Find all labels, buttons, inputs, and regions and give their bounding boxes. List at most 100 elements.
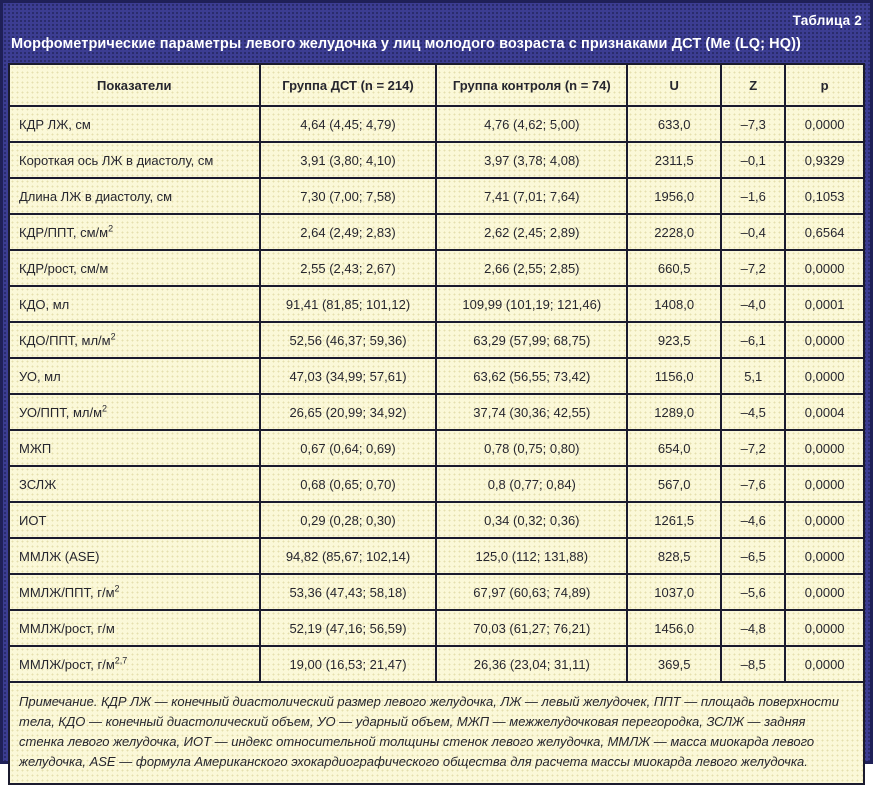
z-cell: –7,2 bbox=[720, 429, 787, 467]
table-row: ЗСЛЖ 0,68 (0,65; 0,70) 0,8 (0,77; 0,84) … bbox=[8, 465, 865, 503]
p-cell: 0,0000 bbox=[784, 537, 865, 575]
row-label-superscript: 2 bbox=[110, 331, 116, 342]
p-cell: 0,0000 bbox=[784, 645, 865, 683]
z-cell: –4,5 bbox=[720, 393, 787, 431]
z-cell: –6,1 bbox=[720, 321, 787, 359]
control-group-cell: 4,76 (4,62; 5,00) bbox=[435, 105, 629, 143]
dst-group-cell: 52,56 (46,37; 59,36) bbox=[258, 321, 438, 359]
row-label-cell: ЗСЛЖ bbox=[8, 465, 261, 503]
table-row: КДР/рост, см/м 2,55 (2,43; 2,67) 2,66 (2… bbox=[8, 249, 865, 287]
table-row: ММЛЖ (ASE) 94,82 (85,67; 102,14) 125,0 (… bbox=[8, 537, 865, 575]
z-cell: –7,6 bbox=[720, 465, 787, 503]
dst-group-cell: 3,91 (3,80; 4,10) bbox=[258, 141, 438, 179]
p-cell: 0,9329 bbox=[784, 141, 865, 179]
u-cell: 1289,0 bbox=[626, 393, 723, 431]
u-cell: 654,0 bbox=[626, 429, 723, 467]
control-group-cell: 2,62 (2,45; 2,89) bbox=[435, 213, 629, 251]
control-group-cell: 37,74 (30,36; 42,55) bbox=[435, 393, 629, 431]
u-cell: 1408,0 bbox=[626, 285, 723, 323]
z-cell: –5,6 bbox=[720, 573, 787, 611]
u-cell: 1456,0 bbox=[626, 609, 723, 647]
p-cell: 0,0000 bbox=[784, 609, 865, 647]
dst-group-cell: 52,19 (47,16; 56,59) bbox=[258, 609, 438, 647]
table-row: КДР/ППТ, см/м2 2,64 (2,49; 2,83) 2,62 (2… bbox=[8, 213, 865, 251]
row-label: КДР/рост, см/м bbox=[19, 260, 109, 276]
z-cell: –0,4 bbox=[720, 213, 787, 251]
dst-group-cell: 4,64 (4,45; 4,79) bbox=[258, 105, 438, 143]
dst-group-cell: 0,68 (0,65; 0,70) bbox=[258, 465, 438, 503]
z-cell: –7,2 bbox=[720, 249, 787, 287]
u-cell: 1156,0 bbox=[626, 357, 723, 395]
table-row: КДО/ППТ, мл/м2 52,56 (46,37; 59,36) 63,2… bbox=[8, 321, 865, 359]
dst-group-cell: 7,30 (7,00; 7,58) bbox=[258, 177, 438, 215]
control-group-cell: 70,03 (61,27; 76,21) bbox=[435, 609, 629, 647]
dst-group-cell: 2,55 (2,43; 2,67) bbox=[258, 249, 438, 287]
dst-group-cell: 0,67 (0,64; 0,69) bbox=[258, 429, 438, 467]
control-group-cell: 0,78 (0,75; 0,80) bbox=[435, 429, 629, 467]
row-label: Короткая ось ЛЖ в диастолу, см bbox=[19, 152, 214, 168]
dst-group-cell: 91,41 (81,85; 101,12) bbox=[258, 285, 438, 323]
table-title: Морфометрические параметры левого желудо… bbox=[11, 36, 801, 52]
control-group-cell: 0,34 (0,32; 0,36) bbox=[435, 501, 629, 539]
row-label: ММЛЖ (ASE) bbox=[19, 548, 100, 564]
u-cell: 660,5 bbox=[626, 249, 723, 287]
row-label-cell: КДО/ППТ, мл/м2 bbox=[8, 321, 261, 359]
p-cell: 0,6564 bbox=[784, 213, 865, 251]
row-label-cell: Длина ЛЖ в диастолу, см bbox=[8, 177, 261, 215]
table-header-row: Показатели Группа ДСТ (n = 214) Группа к… bbox=[8, 63, 865, 107]
u-cell: 633,0 bbox=[626, 105, 723, 143]
row-label-cell: КДР/ППТ, см/м2 bbox=[8, 213, 261, 251]
row-label-superscript: 2 bbox=[102, 403, 108, 414]
col-header-u: U bbox=[626, 63, 723, 107]
row-label: ИОТ bbox=[19, 512, 47, 528]
row-label: ММЛЖ/ППТ, г/м bbox=[19, 584, 115, 600]
row-label-cell: ММЛЖ (ASE) bbox=[8, 537, 261, 575]
control-group-cell: 67,97 (60,63; 74,89) bbox=[435, 573, 629, 611]
table-row: ИОТ 0,29 (0,28; 0,30) 0,34 (0,32; 0,36) … bbox=[8, 501, 865, 539]
table-row: ММЛЖ/рост, г/м 52,19 (47,16; 56,59) 70,0… bbox=[8, 609, 865, 647]
row-label: КДО, мл bbox=[19, 296, 70, 312]
col-header-control-group: Группа контроля (n = 74) bbox=[435, 63, 629, 107]
row-label-superscript: 2,7 bbox=[114, 655, 128, 666]
row-label: ММЛЖ/рост, г/м bbox=[19, 620, 115, 636]
p-cell: 0,1053 bbox=[784, 177, 865, 215]
table-caption: Таблица 2 bbox=[792, 13, 862, 28]
u-cell: 2311,5 bbox=[626, 141, 723, 179]
control-group-cell: 2,66 (2,55; 2,85) bbox=[435, 249, 629, 287]
z-cell: –0,1 bbox=[720, 141, 787, 179]
table-row: ММЛЖ/рост, г/м2,7 19,00 (16,53; 21,47) 2… bbox=[8, 645, 865, 683]
row-label: ММЛЖ/рост, г/м bbox=[19, 656, 115, 672]
col-header-dst-group: Группа ДСТ (n = 214) bbox=[258, 63, 438, 107]
p-cell: 0,0000 bbox=[784, 501, 865, 539]
p-cell: 0,0000 bbox=[784, 321, 865, 359]
row-label: ЗСЛЖ bbox=[19, 476, 57, 492]
u-cell: 567,0 bbox=[626, 465, 723, 503]
col-header-p: p bbox=[784, 63, 865, 107]
dst-group-cell: 0,29 (0,28; 0,30) bbox=[258, 501, 438, 539]
footnote: Примечание. КДР ЛЖ — конечный диастоличе… bbox=[8, 683, 865, 785]
z-cell: –4,8 bbox=[720, 609, 787, 647]
z-cell: 5,1 bbox=[720, 357, 787, 395]
control-group-cell: 109,99 (101,19; 121,46) bbox=[435, 285, 629, 323]
row-label-cell: КДО, мл bbox=[8, 285, 261, 323]
row-label: УО/ППТ, мл/м bbox=[19, 404, 103, 420]
dst-group-cell: 19,00 (16,53; 21,47) bbox=[258, 645, 438, 683]
control-group-cell: 63,29 (57,99; 68,75) bbox=[435, 321, 629, 359]
dst-group-cell: 94,82 (85,67; 102,14) bbox=[258, 537, 438, 575]
row-label: КДР ЛЖ, см bbox=[19, 116, 91, 132]
results-table: Показатели Группа ДСТ (n = 214) Группа к… bbox=[8, 63, 865, 683]
row-label-cell: ММЛЖ/рост, г/м bbox=[8, 609, 261, 647]
u-cell: 369,5 bbox=[626, 645, 723, 683]
p-cell: 0,0004 bbox=[784, 393, 865, 431]
z-cell: –4,0 bbox=[720, 285, 787, 323]
row-label: КДР/ППТ, см/м bbox=[19, 224, 109, 240]
dst-group-cell: 53,36 (47,43; 58,18) bbox=[258, 573, 438, 611]
u-cell: 923,5 bbox=[626, 321, 723, 359]
control-group-cell: 63,62 (56,55; 73,42) bbox=[435, 357, 629, 395]
p-cell: 0,0001 bbox=[784, 285, 865, 323]
control-group-cell: 7,41 (7,01; 7,64) bbox=[435, 177, 629, 215]
table-row: Короткая ось ЛЖ в диастолу, см 3,91 (3,8… bbox=[8, 141, 865, 179]
row-label-cell: МЖП bbox=[8, 429, 261, 467]
table-row: МЖП 0,67 (0,64; 0,69) 0,78 (0,75; 0,80) … bbox=[8, 429, 865, 467]
